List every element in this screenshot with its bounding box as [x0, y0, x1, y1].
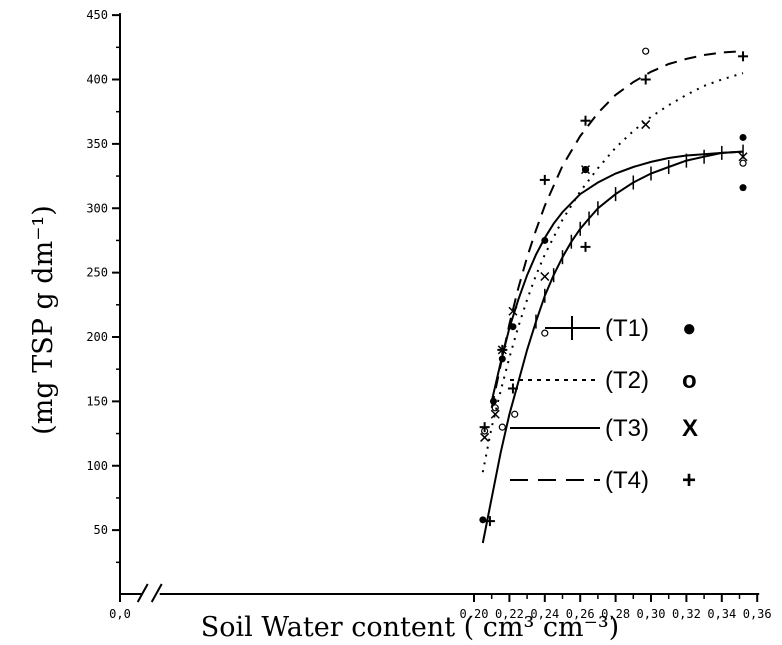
- y-tick-label: 150: [86, 394, 108, 408]
- data-point-series-3: [508, 306, 518, 316]
- legend-marker-2: o: [682, 367, 697, 394]
- x-marker-stroke: [738, 152, 748, 162]
- legend-label-1: (T1): [605, 315, 649, 342]
- data-point-series-4: [539, 174, 550, 185]
- legend-label-3: (T3): [605, 415, 649, 442]
- y-tick-label: 450: [86, 8, 108, 22]
- axes: [119, 13, 760, 603]
- data-point-series-1: [479, 516, 487, 524]
- x-ticks: 0,0 0,20 0,22 0,24 0,26 0,28 0,30 0,32 0,34 0,36: [109, 594, 772, 621]
- x-tick-label: 0,22: [495, 607, 524, 621]
- data-point-series-1: [489, 397, 497, 405]
- data-point-series-3: [540, 271, 550, 282]
- y-tick-label: 300: [86, 201, 108, 215]
- legend-marker-3: X: [682, 415, 698, 442]
- x-marker-stroke: [540, 271, 550, 282]
- x-tick-label: 0,32: [672, 607, 701, 621]
- data-point-series-4: [507, 383, 518, 394]
- x-marker-stroke: [580, 165, 591, 175]
- legend-marker-4: +: [682, 467, 696, 494]
- y-tick-label: 50: [94, 523, 108, 537]
- data-point-series-3: [641, 120, 651, 130]
- y-tick-label: 100: [86, 459, 108, 473]
- data-point-series-1: [498, 355, 506, 363]
- data-point-series-2: [541, 329, 549, 337]
- data-point-series-2: [498, 423, 506, 431]
- fit-curve-1: [481, 150, 744, 544]
- x-axis-title: Soil Water content ( cm³ cm⁻³): [201, 612, 619, 643]
- y-tick-label: 350: [86, 137, 108, 151]
- fit-curve-4: [490, 50, 744, 409]
- x-marker-stroke: [508, 306, 518, 316]
- x-marker-stroke: [480, 432, 490, 442]
- legend-label-2: (T2): [605, 367, 649, 394]
- axis-break-marks: [136, 583, 163, 603]
- x-tick-label: 0,24: [530, 607, 559, 621]
- x-tick-label: 0,30: [637, 607, 666, 621]
- data-point-series-4: [580, 241, 591, 252]
- legend-marker-1: ●: [682, 315, 697, 342]
- y-axis-title: (mg TSP g dm⁻¹): [28, 205, 59, 435]
- data-point-series-1: [739, 184, 747, 192]
- x-tick-label: 0,20: [460, 607, 489, 621]
- data-point-series-2: [491, 404, 499, 412]
- data-point-series-4: [497, 344, 508, 355]
- x-marker-stroke: [490, 409, 500, 419]
- data-points: [479, 47, 749, 527]
- data-point-series-4: [484, 516, 495, 527]
- data-point-series-4: [640, 74, 651, 85]
- axis-break-slash: [150, 583, 163, 603]
- y-tick-label: 200: [86, 330, 108, 344]
- data-point-series-3: [480, 432, 490, 442]
- data-point-series-2: [511, 410, 519, 418]
- fit-curve-2: [481, 72, 744, 473]
- data-point-series-1: [739, 133, 747, 141]
- data-point-series-3: [738, 152, 748, 162]
- legend: (T1) ● (T2) o (T3) X (T4) +: [510, 315, 698, 494]
- y-ticks: 50 100 150 200 250 300 350 400 450: [86, 8, 120, 564]
- data-point-series-4: [580, 115, 591, 126]
- fit-curve-3: [490, 150, 744, 402]
- y-tick-label: 400: [86, 73, 108, 87]
- data-point-series-1: [509, 323, 517, 331]
- data-point-series-1: [541, 236, 549, 244]
- data-point-series-2: [642, 47, 650, 55]
- data-point-series-3: [580, 165, 591, 175]
- axis-break-slash: [136, 583, 149, 603]
- data-point-series-4: [479, 422, 490, 433]
- x-tick-label: 0,26: [566, 607, 595, 621]
- y-tick-label: 250: [86, 266, 108, 280]
- x-tick-label: 0,0: [109, 607, 131, 621]
- legend-label-4: (T4): [605, 467, 649, 494]
- data-point-series-3: [490, 409, 500, 419]
- data-point-series-2: [581, 166, 590, 174]
- x-marker-stroke: [641, 120, 651, 130]
- x-tick-label: 0,36: [743, 607, 772, 621]
- x-tick-label: 0,34: [707, 607, 736, 621]
- x-tick-label: 0,28: [601, 607, 630, 621]
- data-point-series-2: [739, 159, 747, 167]
- data-point-series-4: [738, 51, 749, 62]
